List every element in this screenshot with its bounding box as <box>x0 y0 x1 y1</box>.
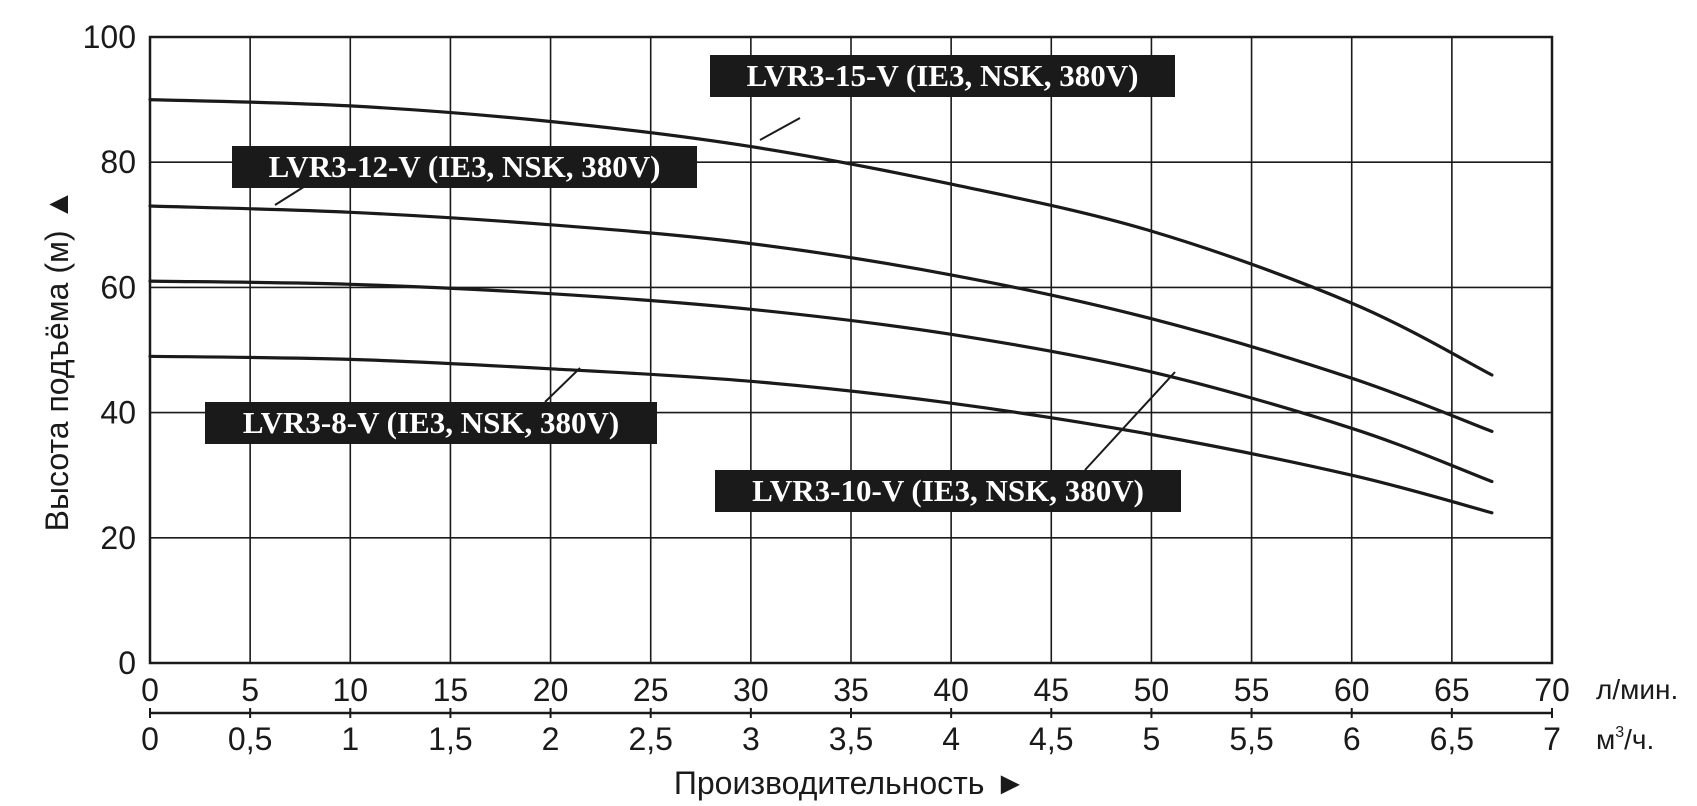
x-tick-label: 45 <box>1033 672 1069 708</box>
x-tick-label-secondary: 5 <box>1143 721 1161 757</box>
grid <box>149 36 1553 664</box>
series-label-text: LVR3-10-V (IE3, NSK, 380V) <box>752 473 1144 508</box>
x-tick-label: 0 <box>141 672 159 708</box>
x-tick-label: 70 <box>1534 672 1570 708</box>
series-line-lvr3-12-v <box>148 204 1494 433</box>
series-labels: LVR3-15-V (IE3, NSK, 380V) LVR3-12-V (IE3… <box>205 55 1181 512</box>
x-axis-title-text: Производительность <box>674 765 985 801</box>
y-tick-label: 100 <box>83 19 136 55</box>
y-tick-label: 60 <box>100 269 136 305</box>
series-label-text: LVR3-12-V (IE3, NSK, 380V) <box>269 149 661 184</box>
x-tick-label-secondary: 2 <box>542 721 560 757</box>
series-label-box <box>710 55 1175 97</box>
x-axis-title: Производительность ► <box>674 765 1026 801</box>
label-leader-lines <box>274 117 1176 471</box>
x-unit-primary-label: л/мин. <box>1596 674 1678 705</box>
x-tick-label: 35 <box>833 672 869 708</box>
x-tick-label-secondary: 3,5 <box>829 721 873 757</box>
x-tick-label: 50 <box>1134 672 1170 708</box>
x-tick-label: 25 <box>633 672 669 708</box>
x-tick-label-secondary: 1 <box>341 721 359 757</box>
x-tick-label-secondary: 0,5 <box>228 721 272 757</box>
series-line-lvr3-15-v <box>148 98 1494 377</box>
leader-line-lvr3-10-v <box>1084 371 1176 471</box>
leader-line-lvr3-15-v <box>759 117 801 141</box>
series-label-lvr3-15-v: LVR3-15-V (IE3, NSK, 380V) <box>710 55 1175 97</box>
x-axis-secondary <box>149 708 1553 718</box>
y-tick-label: 80 <box>100 144 136 180</box>
x-tick-label-secondary: 6 <box>1343 721 1361 757</box>
x-tick-label: 10 <box>332 672 368 708</box>
y-tick-labels: 0 20 40 60 80 100 <box>83 19 136 681</box>
series-line-lvr3-10-v <box>148 279 1494 484</box>
series-line-lvr3-8-v <box>148 354 1494 515</box>
x-tick-label: 40 <box>933 672 969 708</box>
y-axis-title-text: Высота подъёма (м) <box>39 230 75 531</box>
series-lines <box>148 98 1494 515</box>
x-tick-label: 60 <box>1334 672 1370 708</box>
x-tick-label: 65 <box>1434 672 1470 708</box>
x-tick-label-secondary: 1,5 <box>428 721 472 757</box>
series-label-lvr3-12-v: LVR3-12-V (IE3, NSK, 380V) <box>232 146 697 188</box>
x-tick-label-secondary: 7 <box>1543 721 1561 757</box>
x-tick-labels-secondary: 0 0,5 1 1,5 2 2,5 3 3,5 4 4,5 5 5,5 6 6,5 7 <box>141 721 1561 757</box>
y-axis-title: Высота подъёма (м) ▲ <box>39 189 75 532</box>
series-label-text: LVR3-15-V (IE3, NSK, 380V) <box>747 58 1139 93</box>
x-tick-label: 30 <box>733 672 769 708</box>
x-axis-arrow: ► <box>994 765 1026 801</box>
y-axis-arrow: ▲ <box>39 189 75 221</box>
series-label-box <box>232 146 697 188</box>
x-unit-secondary-label: м3/ч. <box>1596 724 1654 755</box>
x-tick-label-secondary: 2,5 <box>628 721 672 757</box>
x-tick-label: 55 <box>1234 672 1270 708</box>
plot-frame <box>148 35 1554 665</box>
series-label-lvr3-8-v: LVR3-8-V (IE3, NSK, 380V) <box>205 402 657 444</box>
x-tick-label-secondary: 0 <box>141 721 159 757</box>
x-tick-label-secondary: 5,5 <box>1229 721 1273 757</box>
series-label-box <box>205 402 657 444</box>
x-tick-label-secondary: 4 <box>942 721 960 757</box>
y-tick-label: 20 <box>100 520 136 556</box>
x-tick-label-secondary: 3 <box>742 721 760 757</box>
x-tick-label: 15 <box>433 672 469 708</box>
x-tick-label-secondary: 6,5 <box>1430 721 1474 757</box>
y-tick-label: 40 <box>100 395 136 431</box>
x-tick-label: 5 <box>241 672 259 708</box>
x-tick-label: 20 <box>533 672 569 708</box>
x-tick-label-secondary: 4,5 <box>1029 721 1073 757</box>
series-label-box <box>715 470 1181 512</box>
leader-line-lvr3-8-v <box>544 367 581 403</box>
series-label-lvr3-10-v: LVR3-10-V (IE3, NSK, 380V) <box>715 470 1181 512</box>
x-tick-labels-primary: 0 5 10 15 20 25 30 35 40 45 50 55 60 65 70 <box>141 672 1570 708</box>
y-tick-label: 0 <box>118 645 136 681</box>
series-label-text: LVR3-8-V (IE3, NSK, 380V) <box>243 405 619 440</box>
